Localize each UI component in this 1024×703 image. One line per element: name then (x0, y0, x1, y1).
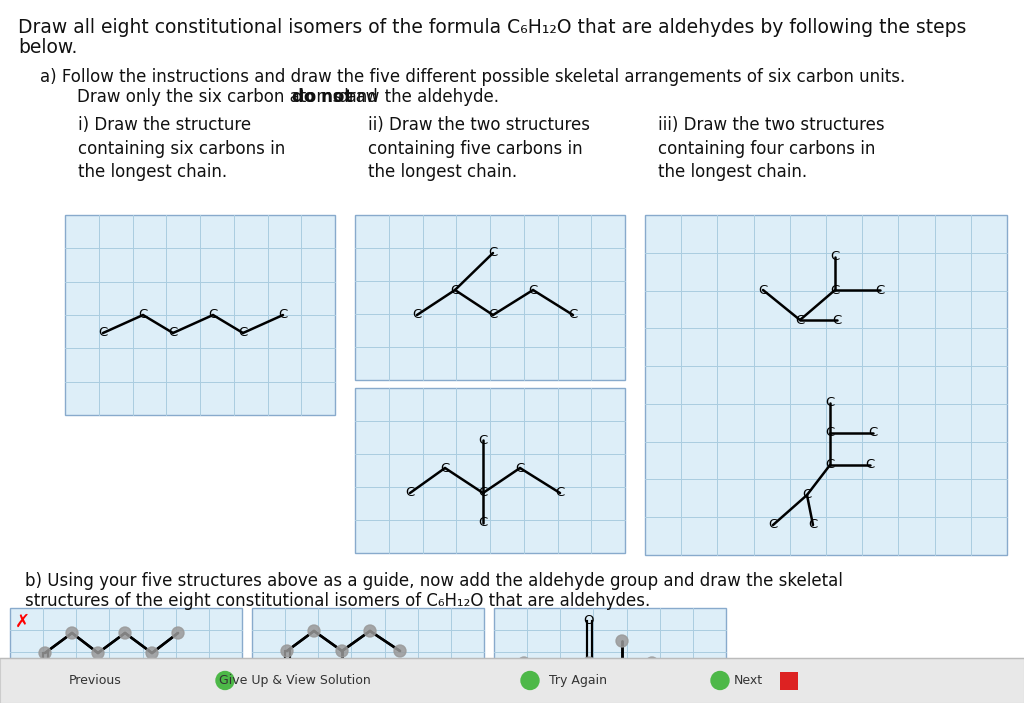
Text: C: C (488, 247, 498, 259)
Text: C: C (528, 283, 538, 297)
Text: C: C (803, 489, 812, 501)
Text: C: C (796, 314, 805, 326)
Circle shape (92, 647, 104, 659)
Circle shape (281, 645, 293, 657)
Text: O: O (282, 681, 292, 695)
Bar (645, 215, 1007, 555)
Text: C: C (825, 458, 835, 472)
Text: C: C (478, 486, 487, 500)
Text: do not: do not (292, 88, 352, 106)
Circle shape (119, 627, 131, 639)
Text: C: C (568, 309, 578, 321)
Text: C: C (515, 461, 524, 475)
Text: C: C (830, 283, 840, 297)
Text: O: O (584, 614, 594, 628)
Bar (494, 608, 726, 696)
Text: C: C (808, 519, 817, 531)
Text: C: C (413, 309, 422, 321)
Text: C: C (825, 427, 835, 439)
Text: C: C (208, 309, 218, 321)
Bar (0, 658, 1024, 703)
Text: C: C (865, 458, 874, 472)
Circle shape (216, 671, 234, 690)
Text: a) Follow the instructions and draw the five different possible skeletal arrange: a) Follow the instructions and draw the … (40, 68, 905, 86)
Circle shape (583, 657, 595, 669)
Text: Give Up & View Solution: Give Up & View Solution (219, 674, 371, 687)
Text: iii) Draw the two structures
containing four carbons in
the longest chain.: iii) Draw the two structures containing … (658, 116, 885, 181)
Text: C: C (168, 326, 177, 340)
Text: C: C (759, 283, 768, 297)
Circle shape (172, 627, 184, 639)
Text: Previous: Previous (69, 674, 122, 687)
Circle shape (146, 647, 158, 659)
Text: C: C (833, 314, 842, 326)
Circle shape (521, 671, 539, 690)
Bar (65, 215, 335, 415)
Circle shape (364, 625, 376, 637)
Circle shape (39, 647, 51, 659)
Text: C: C (98, 326, 108, 340)
Text: C: C (478, 517, 487, 529)
Text: C: C (555, 486, 564, 500)
Circle shape (711, 671, 729, 690)
Text: Next: Next (733, 674, 763, 687)
Text: C: C (825, 396, 835, 410)
Circle shape (394, 645, 406, 657)
Text: Try Again: Try Again (549, 674, 607, 687)
Bar (355, 215, 625, 380)
Text: C: C (451, 283, 460, 297)
Text: C: C (478, 434, 487, 446)
Text: C: C (488, 309, 498, 321)
Text: C: C (406, 486, 415, 500)
Text: below.: below. (18, 38, 78, 57)
Text: ✗: ✗ (15, 613, 30, 631)
Text: C: C (830, 250, 840, 264)
Text: C: C (876, 283, 885, 297)
Text: b) Using your five structures above as a guide, now add the aldehyde group and d: b) Using your five structures above as a… (25, 572, 843, 590)
Text: C: C (868, 427, 878, 439)
Circle shape (518, 657, 530, 669)
Bar (252, 608, 484, 696)
Circle shape (646, 657, 658, 669)
Text: structures of the eight constitutional isomers of C₆H₁₂O that are aldehydes.: structures of the eight constitutional i… (25, 592, 650, 610)
Circle shape (616, 635, 628, 647)
Text: ii) Draw the two structures
containing five carbons in
the longest chain.: ii) Draw the two structures containing f… (368, 116, 590, 181)
Circle shape (66, 627, 78, 639)
Circle shape (550, 679, 562, 691)
Bar (355, 388, 625, 553)
Text: draw the aldehyde.: draw the aldehyde. (333, 88, 499, 106)
Text: i) Draw the structure
containing six carbons in
the longest chain.: i) Draw the structure containing six car… (78, 116, 286, 181)
Text: C: C (138, 309, 147, 321)
Bar (10, 608, 242, 696)
Text: C: C (239, 326, 248, 340)
Circle shape (308, 625, 319, 637)
Circle shape (336, 672, 348, 684)
Circle shape (616, 679, 628, 691)
Text: O: O (40, 683, 50, 697)
Bar (780, 671, 798, 690)
Text: C: C (440, 461, 450, 475)
Text: Draw all eight constitutional isomers of the formula C₆H₁₂O that are aldehydes b: Draw all eight constitutional isomers of… (18, 18, 967, 37)
Circle shape (336, 645, 348, 657)
Text: C: C (768, 519, 777, 531)
Text: C: C (279, 309, 288, 321)
Text: Draw only the six carbon atoms and: Draw only the six carbon atoms and (56, 88, 383, 106)
